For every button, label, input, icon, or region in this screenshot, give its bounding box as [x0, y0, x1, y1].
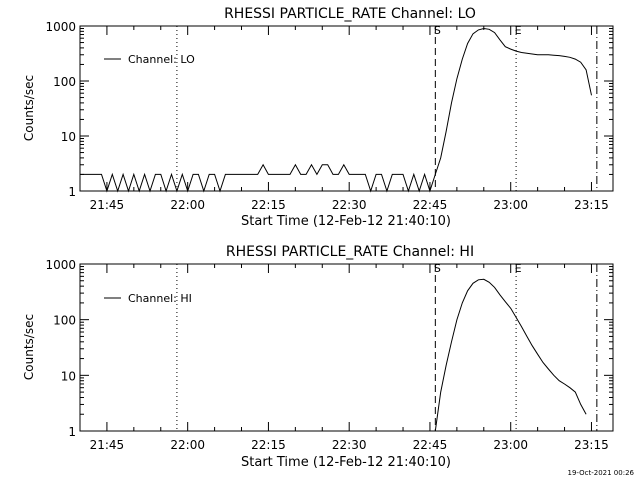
x-tick-label: 22:45 [413, 198, 448, 212]
x-axis-label: Start Time (12-Feb-12 21:40:10) [241, 214, 451, 229]
y-tick-label: 10 [61, 369, 76, 383]
marker-label: S [434, 24, 441, 37]
y-axis-label: Counts/sec [22, 314, 36, 380]
x-tick-label: 23:00 [493, 198, 528, 212]
y-tick-label: 10 [61, 130, 76, 144]
panel-lo-channel: RHESSI PARTICLE_RATE Channel: LO 21:45 22… [22, 6, 614, 229]
plot-marks: 21:45 22:00 22:15 22:30 22:45 23:00 23:15 1 10 10… [45, 258, 613, 452]
marker-label: S [434, 262, 441, 275]
x-tick-label: 23:15 [574, 198, 609, 212]
y-tick-label: 1000 [45, 258, 76, 272]
footer-timestamp: 19-Oct-2021 00:26 [568, 469, 635, 477]
x-tick-label: 22:45 [413, 438, 448, 452]
y-tick-label: 100 [53, 75, 76, 89]
x-tick-label: 22:15 [251, 438, 286, 452]
plot-frame [79, 263, 614, 432]
x-tick-label: 22:00 [170, 198, 205, 212]
marker-label: E [515, 24, 522, 37]
panel-hi-channel: RHESSI PARTICLE_RATE Channel: HI 21:45 22… [22, 244, 614, 470]
y-tick-label: 1000 [45, 20, 76, 34]
plot-marks: 21:45 22:00 22:15 22:30 22:45 23:00 23:15 1 10 10… [45, 20, 613, 212]
series-line [434, 278, 587, 432]
x-tick-label: 21:45 [90, 198, 125, 212]
x-axis-label: Start Time (12-Feb-12 21:40:10) [241, 455, 451, 470]
y-tick-label: 1 [68, 425, 76, 439]
legend-entry: Channel: HI [128, 292, 192, 305]
chart-title: RHESSI PARTICLE_RATE Channel: HI [226, 244, 474, 260]
x-tick-label: 22:30 [332, 198, 367, 212]
x-tick-label: 21:45 [90, 438, 125, 452]
y-axis-label: Counts/sec [22, 75, 36, 141]
x-tick-label: 22:00 [170, 438, 205, 452]
x-tick-label: 23:00 [493, 438, 528, 452]
x-tick-label: 22:15 [251, 198, 286, 212]
x-tick-label: 22:30 [332, 438, 367, 452]
chart-title: RHESSI PARTICLE_RATE Channel: LO [224, 6, 476, 22]
series-line [80, 27, 592, 193]
y-tick-label: 100 [53, 314, 76, 328]
legend-entry: Channel: LO [128, 53, 195, 66]
plot-frame [79, 25, 614, 192]
marker-label: E [515, 262, 522, 275]
y-tick-label: 1 [68, 185, 76, 199]
x-tick-label: 23:15 [574, 438, 609, 452]
